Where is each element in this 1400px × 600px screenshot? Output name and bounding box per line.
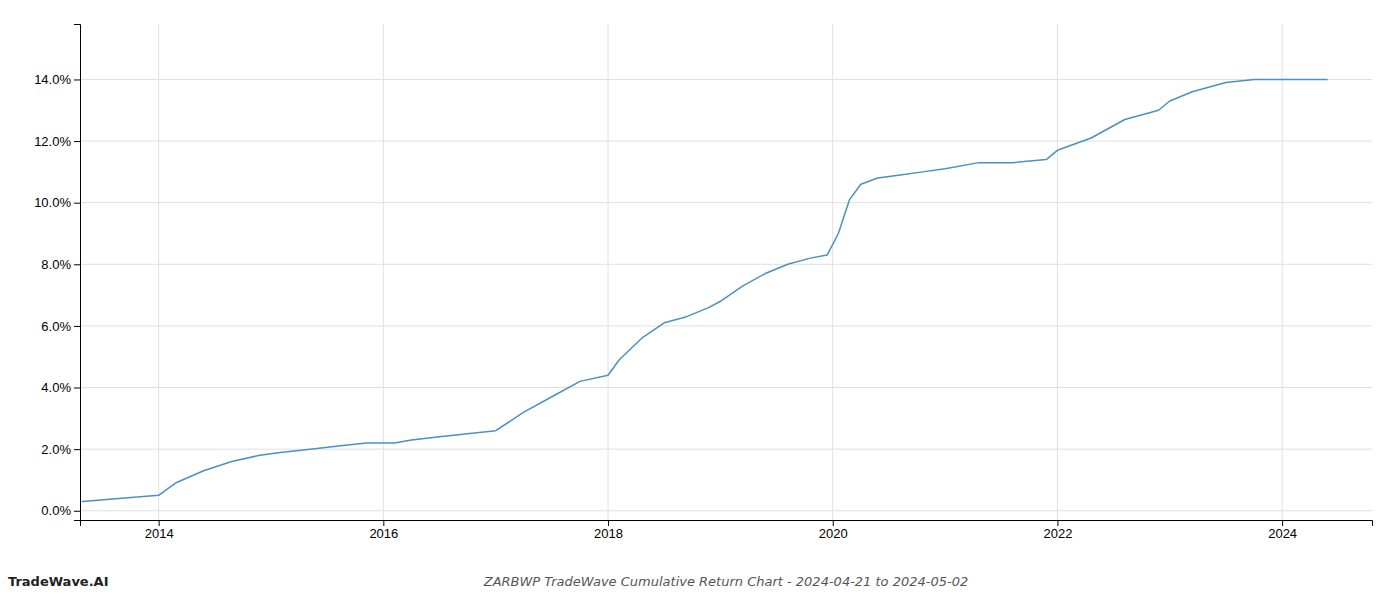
y-tick: 12.0% bbox=[34, 134, 80, 149]
y-grid-line bbox=[80, 79, 1372, 80]
y-tick-label: 10.0% bbox=[34, 195, 71, 210]
y-grid-line bbox=[80, 264, 1372, 265]
y-tick-label: 2.0% bbox=[41, 442, 71, 457]
title: ZARBWP TradeWave Cumulative Return Chart… bbox=[483, 574, 969, 589]
y-grid-line bbox=[80, 325, 1372, 326]
y-axis: 0.0% 2.0% 4.0% 6.0% 8.0% 10.0% 12.0% 14.0% bbox=[34, 25, 80, 521]
x-tick: 2014 bbox=[145, 520, 174, 541]
y-tick-mark bbox=[74, 388, 80, 389]
y-tick-label: 4.0% bbox=[41, 380, 71, 395]
y-grid-line bbox=[80, 510, 1372, 511]
x-grid-line bbox=[608, 24, 609, 520]
x-tick-label: 2024 bbox=[1268, 526, 1297, 541]
y-tick: 4.0% bbox=[41, 380, 80, 395]
chart: 2014 2016 2018 2020 2022 2024 0.0% 2.0% 4.0% 6.0%… bbox=[0, 0, 1400, 600]
y-grid-line bbox=[80, 202, 1372, 203]
y-tick-mark bbox=[74, 79, 80, 80]
y-grid-line bbox=[80, 449, 1372, 450]
y-axis-line bbox=[74, 25, 81, 521]
x-tick-label: 2022 bbox=[1043, 526, 1072, 541]
grid bbox=[80, 24, 1372, 520]
x-tick-label: 2016 bbox=[369, 526, 398, 541]
x-tick-label: 2014 bbox=[145, 526, 174, 541]
x-axis-line bbox=[81, 521, 1373, 527]
y-tick: 0.0% bbox=[41, 503, 80, 518]
y-tick-mark bbox=[74, 511, 80, 512]
line bbox=[82, 79, 1327, 501]
watermark: TradeWave.AI bbox=[8, 574, 109, 589]
x-grid-line bbox=[1057, 24, 1058, 520]
y-tick: 14.0% bbox=[34, 72, 80, 87]
x-grid-line bbox=[158, 24, 159, 520]
x-tick-label: 2020 bbox=[819, 526, 848, 541]
x-tick-mark bbox=[159, 520, 160, 526]
x-grid-line bbox=[832, 24, 833, 520]
y-tick-mark bbox=[74, 141, 80, 142]
y-tick-label: 8.0% bbox=[41, 257, 71, 272]
x-grid-line bbox=[1282, 24, 1283, 520]
y-tick-mark bbox=[74, 203, 80, 204]
y-tick-mark bbox=[74, 449, 80, 450]
plot-area bbox=[82, 79, 1327, 501]
x-tick-mark bbox=[833, 520, 834, 526]
x-tick: 2024 bbox=[1268, 520, 1297, 541]
y-tick-mark bbox=[74, 264, 80, 265]
y-grid-line bbox=[80, 387, 1372, 388]
x-axis: 2014 2016 2018 2020 2022 2024 bbox=[81, 520, 1373, 541]
x-grid-line bbox=[383, 24, 384, 520]
y-tick: 2.0% bbox=[41, 442, 80, 457]
y-tick: 8.0% bbox=[41, 257, 80, 272]
y-tick-label: 12.0% bbox=[34, 134, 71, 149]
y-grid-line bbox=[80, 141, 1372, 142]
x-tick-mark bbox=[608, 520, 609, 526]
y-tick-mark bbox=[74, 326, 80, 327]
x-tick-label: 2018 bbox=[594, 526, 623, 541]
y-tick: 10.0% bbox=[34, 195, 80, 210]
x-tick: 2022 bbox=[1043, 520, 1072, 541]
y-tick-label: 0.0% bbox=[41, 503, 71, 518]
x-tick-mark bbox=[1057, 520, 1058, 526]
x-tick-mark bbox=[383, 520, 384, 526]
x-tick-mark bbox=[1282, 520, 1283, 526]
y-tick: 6.0% bbox=[41, 319, 80, 334]
x-tick: 2016 bbox=[369, 520, 398, 541]
y-tick-label: 14.0% bbox=[34, 72, 71, 87]
x-tick: 2020 bbox=[819, 520, 848, 541]
y-tick-label: 6.0% bbox=[41, 319, 71, 334]
x-tick: 2018 bbox=[594, 520, 623, 541]
